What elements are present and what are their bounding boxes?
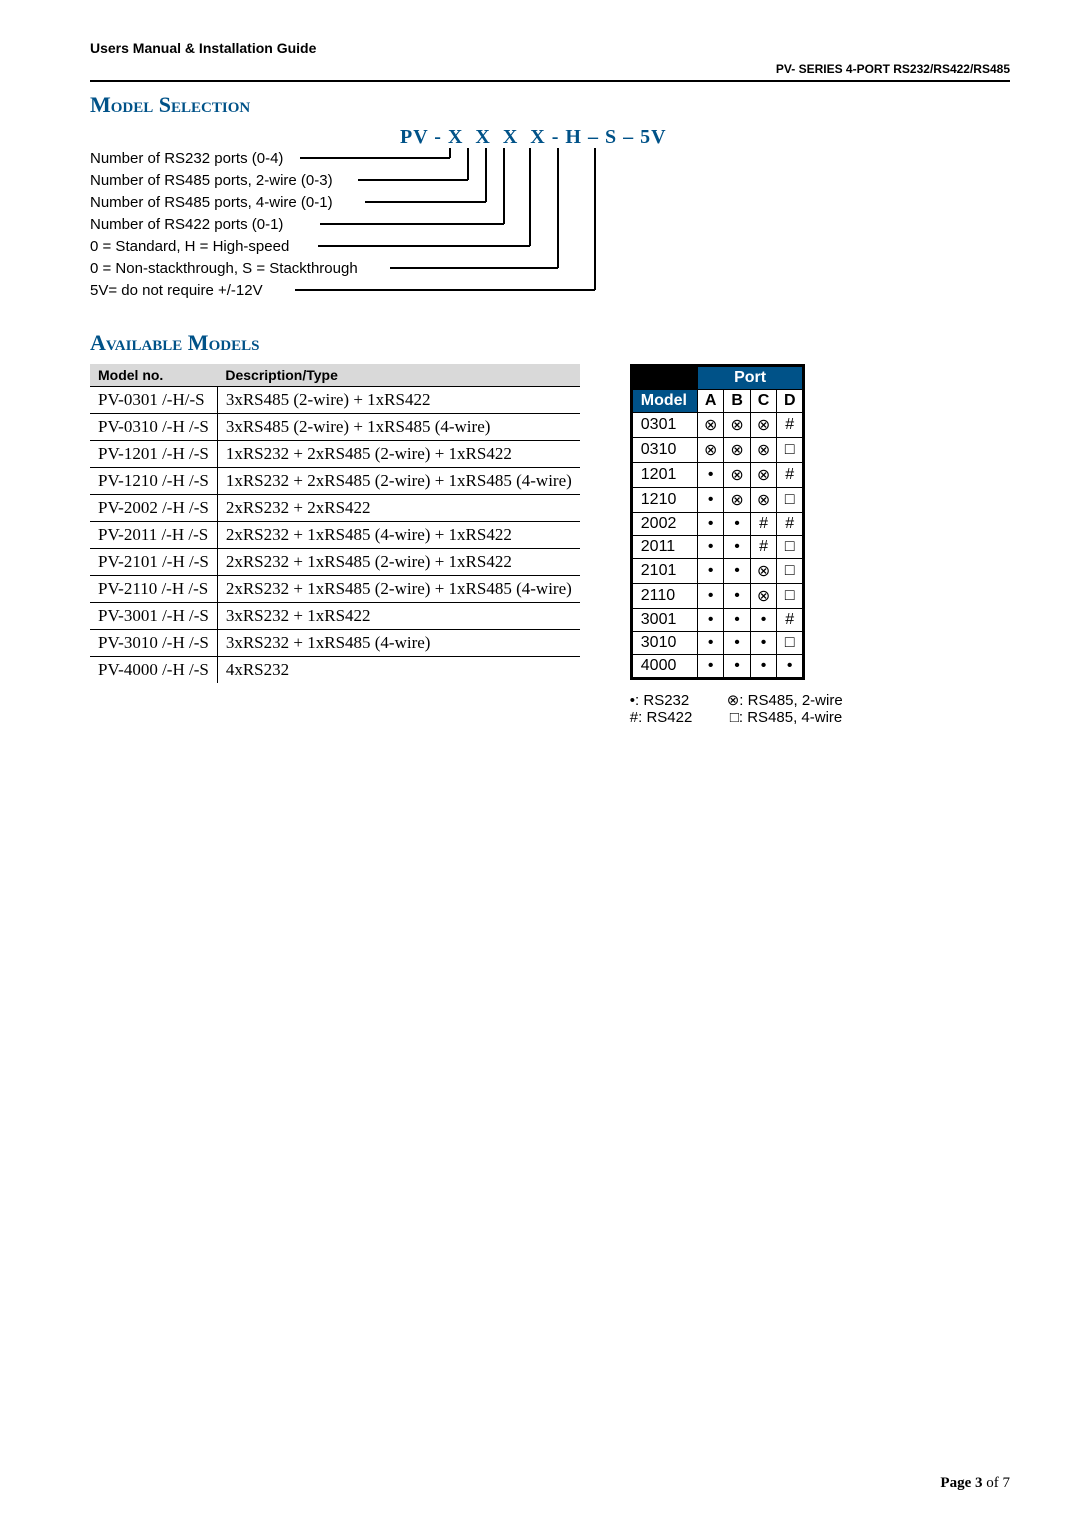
port-row: 3010•••□ (632, 632, 802, 655)
table-row: PV-1201 /-H /-S1xRS232 + 2xRS485 (2-wire… (90, 441, 580, 468)
port-row: 0301⊗⊗⊗# (632, 413, 802, 438)
table-row: PV-2110 /-H /-S2xRS232 + 1xRS485 (2-wire… (90, 576, 580, 603)
page-number-label: Page 3 (940, 1475, 986, 1491)
page-of: of 7 (986, 1475, 1010, 1491)
table-row: PV-3001 /-H /-S3xRS232 + 1xRS422 (90, 603, 580, 630)
table-row: PV-2101 /-H /-S2xRS232 + 1xRS485 (2-wire… (90, 549, 580, 576)
port-row: 2002••## (632, 513, 802, 536)
port-blank-hdr (632, 367, 697, 390)
header-left: Users Manual & Installation Guide (90, 40, 1010, 56)
port-legend-2: #: RS422 □: RS485, 4-wire (630, 709, 843, 726)
models-th-desc: Description/Type (217, 364, 579, 387)
port-row: 2101••⊗□ (632, 559, 802, 584)
port-row: 1201•⊗⊗# (632, 463, 802, 488)
section-available-models: Available Models (90, 330, 1010, 356)
port-col-a: A (698, 390, 724, 413)
port-row: 2110••⊗□ (632, 584, 802, 609)
table-row: PV-4000 /-H /-S4xRS232 (90, 657, 580, 684)
selection-connectors (90, 126, 650, 306)
header-rule (90, 80, 1010, 82)
models-th-model: Model no. (90, 364, 217, 387)
port-row: 3001•••# (632, 609, 802, 632)
table-row: PV-1210 /-H /-S1xRS232 + 2xRS485 (2-wire… (90, 468, 580, 495)
port-row: 4000•••• (632, 655, 802, 678)
port-col-b: B (724, 390, 750, 413)
port-col-model: Model (632, 390, 697, 413)
port-col-d: D (777, 390, 803, 413)
port-legend-1: •: RS232 ⊗: RS485, 2-wire (630, 691, 843, 709)
port-header: Port (698, 367, 803, 390)
port-matrix: Port Model A B C D 0301⊗⊗⊗# 0310⊗⊗⊗□ 120… (630, 364, 805, 680)
table-row: PV-0310 /-H /-S3xRS485 (2-wire) + 1xRS48… (90, 414, 580, 441)
models-table: Model no. Description/Type PV-0301 /-H/-… (90, 364, 580, 683)
header-right: PV- SERIES 4-PORT RS232/RS422/RS485 (90, 62, 1010, 76)
port-row: 1210•⊗⊗□ (632, 488, 802, 513)
port-col-c: C (750, 390, 776, 413)
port-row: 0310⊗⊗⊗□ (632, 438, 802, 463)
model-selection-diagram: PV - X X X X - H – S – 5V Number of RS23… (90, 126, 1010, 306)
section-model-selection: Model Selection (90, 92, 1010, 118)
port-row: 2011••#□ (632, 536, 802, 559)
table-row: PV-2011 /-H /-S2xRS232 + 1xRS485 (4-wire… (90, 522, 580, 549)
table-row: PV-3010 /-H /-S3xRS232 + 1xRS485 (4-wire… (90, 630, 580, 657)
page-footer: Page 3 of 7 (940, 1475, 1010, 1492)
table-row: PV-2002 /-H /-S2xRS232 + 2xRS422 (90, 495, 580, 522)
table-row: PV-0301 /-H/-S3xRS485 (2-wire) + 1xRS422 (90, 387, 580, 414)
